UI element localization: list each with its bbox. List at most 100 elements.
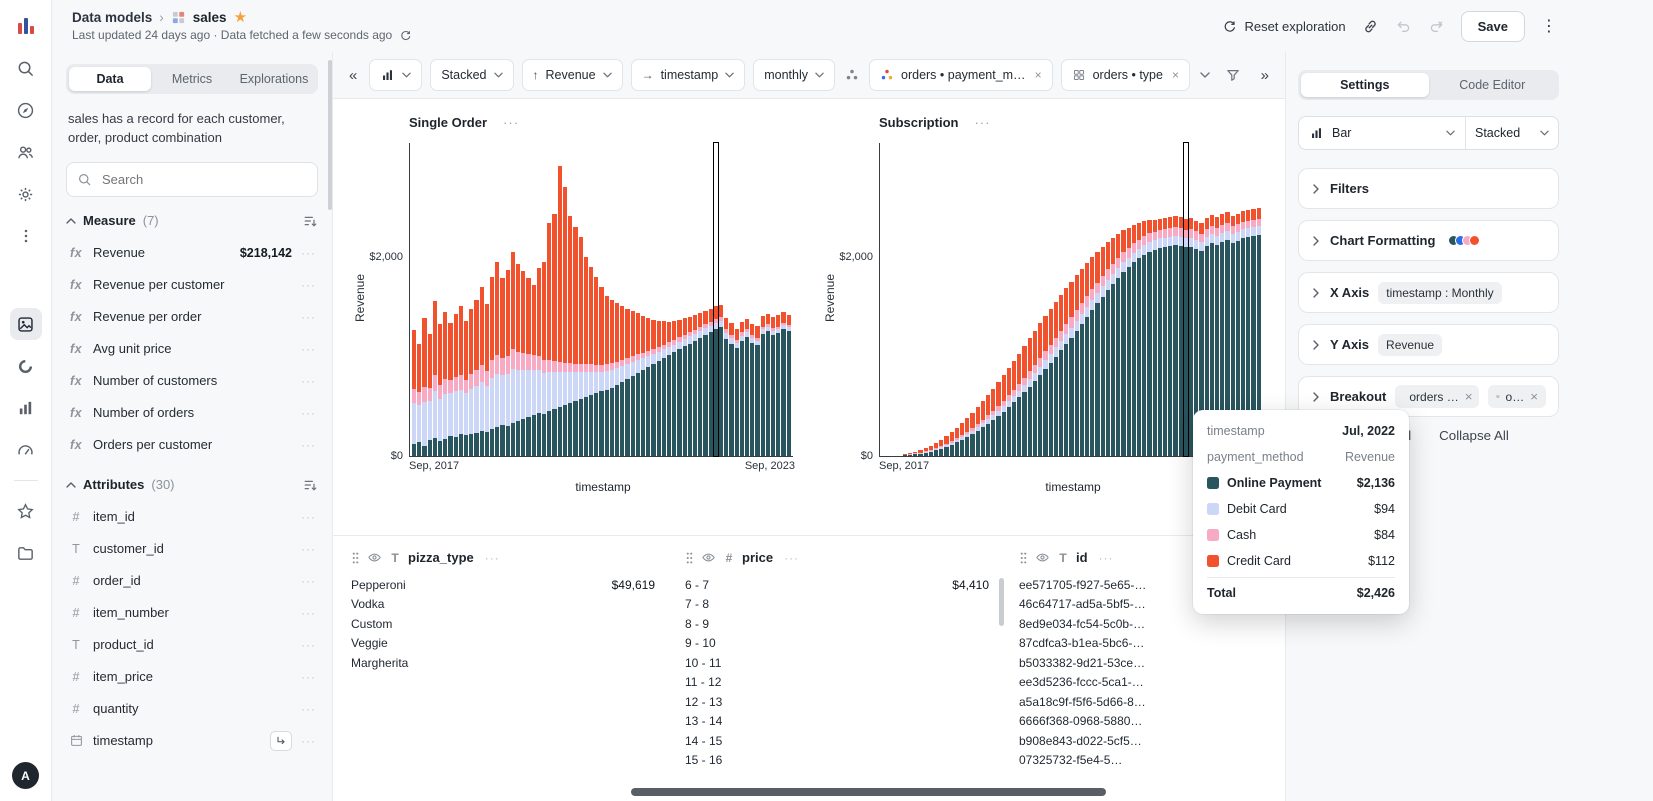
chart-bar[interactable] <box>453 143 458 456</box>
chart-type-dropdown[interactable]: Bar <box>1299 117 1465 149</box>
chart-bar[interactable] <box>536 143 542 456</box>
chart-bar[interactable] <box>1084 143 1090 456</box>
chart-bar[interactable] <box>531 143 536 456</box>
table-row[interactable]: Custom <box>351 614 657 634</box>
attribute-row[interactable]: # item_id ··· <box>66 501 318 533</box>
chart-bar[interactable] <box>635 143 640 456</box>
tab-code-editor[interactable]: Code Editor <box>1429 73 1557 97</box>
chart-bar[interactable] <box>620 143 625 456</box>
granularity-icon[interactable] <box>270 730 292 751</box>
chart-bar[interactable] <box>934 143 939 456</box>
collapse-left-icon[interactable]: « <box>345 67 361 84</box>
chart-bar[interactable] <box>438 143 443 456</box>
table-row[interactable]: 10 - 11 <box>685 653 991 673</box>
chart-bar[interactable] <box>646 143 651 456</box>
chart-bar[interactable] <box>1199 143 1204 456</box>
more-icon[interactable]: ··· <box>301 669 316 684</box>
canvas-view-icon[interactable] <box>9 308 42 340</box>
chart-bar[interactable] <box>1142 143 1147 456</box>
table-row[interactable]: 8ed9e034-fc54-5c0b-… <box>1019 614 1285 634</box>
chart-bar[interactable] <box>495 143 500 456</box>
more-icon[interactable]: ··· <box>301 245 316 260</box>
refresh-icon[interactable] <box>399 29 412 42</box>
more-icon[interactable]: ··· <box>301 605 316 620</box>
measure-row[interactable]: fx Orders per customer ··· <box>66 429 318 461</box>
donut-chart-icon[interactable] <box>10 350 42 382</box>
more-icon[interactable]: ··· <box>301 437 316 452</box>
chart-bar[interactable] <box>479 143 484 456</box>
more-icon[interactable]: ··· <box>301 341 316 356</box>
chart-bar[interactable] <box>1069 143 1074 456</box>
visibility-icon[interactable] <box>701 550 716 565</box>
chart-bar[interactable] <box>640 143 646 456</box>
search-icon[interactable] <box>10 52 42 84</box>
chart-bar[interactable] <box>750 143 755 456</box>
table-row[interactable]: Vodka <box>351 595 657 615</box>
chart-bar[interactable] <box>1147 143 1152 456</box>
chart-bar[interactable] <box>902 143 908 456</box>
chart-bar[interactable] <box>692 143 698 456</box>
breadcrumb-root-link[interactable]: Data models <box>72 10 153 25</box>
chart-bar[interactable] <box>505 143 510 456</box>
tab-explorations[interactable]: Explorations <box>233 67 315 91</box>
chart-bar[interactable] <box>573 143 578 456</box>
collapse-all-button[interactable]: Collapse All <box>1439 428 1509 443</box>
chart-bar[interactable] <box>412 143 417 456</box>
chart-bar[interactable] <box>1116 143 1121 456</box>
chart-bar[interactable] <box>604 143 609 456</box>
chart-bar[interactable] <box>469 143 474 456</box>
more-icon[interactable]: ··· <box>301 373 316 388</box>
visibility-icon[interactable] <box>1035 550 1050 565</box>
x-field-chip[interactable]: → timestamp <box>630 59 746 91</box>
chart-bar[interactable] <box>557 143 562 456</box>
undo-icon[interactable] <box>1395 18 1412 35</box>
chart-bar[interactable] <box>1027 143 1032 456</box>
chart-bar[interactable] <box>458 143 464 456</box>
chart-bar[interactable] <box>1251 143 1256 456</box>
tab-metrics[interactable]: Metrics <box>151 67 233 91</box>
chart-bar[interactable] <box>1058 143 1064 456</box>
chart-bar[interactable] <box>1079 143 1084 456</box>
chart-bar[interactable] <box>708 143 713 456</box>
table-row[interactable]: 15 - 16 <box>685 751 991 771</box>
expand-right-icon[interactable]: » <box>1257 67 1273 84</box>
chart-bar[interactable] <box>500 143 505 456</box>
chart-bar[interactable] <box>427 143 432 456</box>
attribute-row[interactable]: timestamp ··· <box>66 725 318 757</box>
chart-bar[interactable] <box>729 143 734 456</box>
chart-bar[interactable] <box>484 143 490 456</box>
horizontal-scrollbar[interactable] <box>631 788 1106 796</box>
table-row[interactable]: Veggie <box>351 634 657 654</box>
chart-bar[interactable] <box>1225 143 1230 456</box>
remove-chip-icon[interactable]: × <box>1530 389 1538 404</box>
chart-bar[interactable] <box>1188 143 1194 456</box>
chart-bar[interactable] <box>630 143 635 456</box>
chart-bar[interactable] <box>542 143 547 456</box>
remove-chip-icon[interactable]: × <box>1464 389 1473 404</box>
favorite-star-icon[interactable]: ★ <box>233 9 248 26</box>
sidebar-scrollbar[interactable] <box>328 60 332 210</box>
chart-menu-icon[interactable]: ··· <box>503 114 520 130</box>
chart-bar[interactable] <box>1053 143 1058 456</box>
filter-funnel-icon[interactable] <box>1223 67 1243 83</box>
table-row[interactable]: 07325732-f5e4-5… <box>1019 751 1285 771</box>
chart-bar[interactable] <box>578 143 583 456</box>
more-icon[interactable]: ··· <box>301 733 316 748</box>
measures-section-header[interactable]: Measure (7) <box>66 205 318 237</box>
chart-bar[interactable] <box>1090 143 1095 456</box>
chart-bar[interactable] <box>724 143 729 456</box>
chart-bar[interactable] <box>568 143 573 456</box>
chart-bar[interactable] <box>698 143 703 456</box>
chart-bar[interactable] <box>443 143 448 456</box>
chart-bar[interactable] <box>474 143 479 456</box>
chart-bar[interactable] <box>923 143 928 456</box>
stack-mode-dropdown[interactable]: Stacked <box>1466 117 1558 149</box>
chart-bar[interactable] <box>1235 143 1241 456</box>
attribute-row[interactable]: # order_id ··· <box>66 565 318 597</box>
folder-icon[interactable] <box>10 537 42 569</box>
chart-bar[interactable] <box>1022 143 1027 456</box>
measure-row[interactable]: fx Number of orders ··· <box>66 397 318 429</box>
chart-bar[interactable] <box>661 143 666 456</box>
chart-bar[interactable] <box>1074 143 1079 456</box>
more-icon[interactable]: ··· <box>301 277 316 292</box>
